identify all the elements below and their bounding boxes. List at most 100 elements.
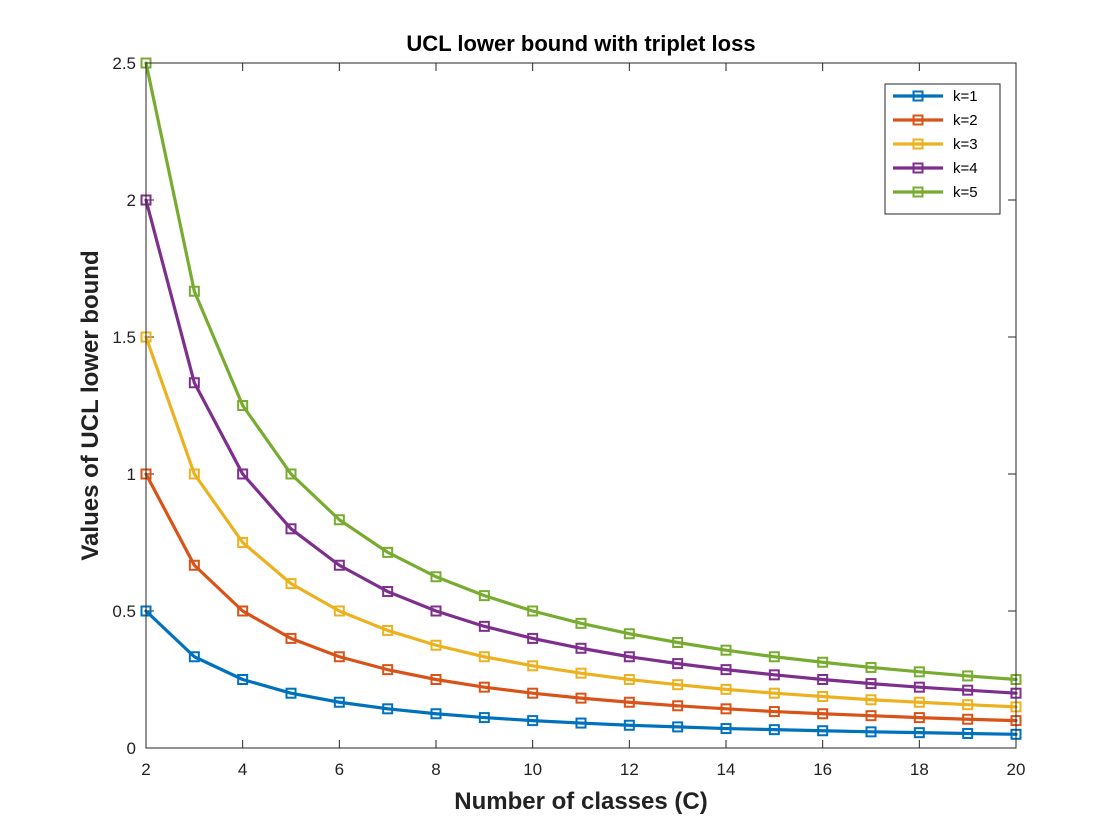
chart-title: UCL lower bound with triplet loss xyxy=(406,31,755,56)
data-point xyxy=(865,726,877,738)
y-tick-label: 2 xyxy=(127,191,136,210)
series-k=3 xyxy=(140,331,1022,713)
series-line xyxy=(144,198,1018,695)
legend-item: k=1 xyxy=(893,88,978,105)
data-point xyxy=(913,666,925,678)
data-point xyxy=(720,664,732,676)
data-point xyxy=(720,703,732,715)
data-point xyxy=(575,692,587,704)
x-tick-label: 2 xyxy=(141,760,150,779)
legend-item: k=5 xyxy=(893,184,978,201)
x-tick-label: 18 xyxy=(910,760,929,779)
data-point xyxy=(575,667,587,679)
data-point xyxy=(672,637,684,649)
data-point xyxy=(720,683,732,695)
data-point xyxy=(672,700,684,712)
data-point xyxy=(285,632,297,644)
plot-frame xyxy=(145,62,1017,749)
data-point xyxy=(188,559,200,571)
data-point xyxy=(333,514,345,526)
data-point xyxy=(527,605,539,617)
legend-marker xyxy=(912,186,924,198)
series-line xyxy=(144,61,1018,682)
series-line xyxy=(144,609,1018,736)
data-point xyxy=(817,725,829,737)
data-point xyxy=(962,684,974,696)
data-point xyxy=(527,715,539,727)
legend-label: k=2 xyxy=(953,112,978,129)
data-point xyxy=(478,681,490,693)
data-point xyxy=(237,674,249,685)
data-point xyxy=(768,669,780,681)
y-tick-label: 0 xyxy=(127,739,136,758)
data-point xyxy=(720,723,732,735)
data-point xyxy=(913,696,925,708)
y-tick-labels: 0 0.5 1 1.5 2 2.5 xyxy=(112,54,136,758)
legend-marker xyxy=(912,138,924,150)
data-point xyxy=(527,687,539,699)
data-point xyxy=(430,708,442,720)
data-point xyxy=(478,651,490,663)
data-point xyxy=(575,617,587,629)
legend-label: k=3 xyxy=(953,136,978,153)
x-tick-label: 4 xyxy=(238,760,247,779)
legend-marker xyxy=(912,114,924,126)
data-point xyxy=(672,658,684,670)
data-point xyxy=(913,681,925,693)
data-point xyxy=(962,699,974,711)
data-point xyxy=(478,712,490,724)
series-k=1 xyxy=(140,605,1022,740)
data-point xyxy=(623,719,635,731)
x-tick-label: 12 xyxy=(620,760,639,779)
data-point xyxy=(188,468,200,480)
y-tick-label: 2.5 xyxy=(112,54,136,73)
data-point xyxy=(478,590,490,602)
legend-item: k=3 xyxy=(893,136,978,153)
data-point xyxy=(672,721,684,733)
data-point xyxy=(430,605,442,617)
data-point xyxy=(188,285,200,297)
data-point xyxy=(382,624,394,636)
data-point xyxy=(865,694,877,706)
data-point xyxy=(865,710,877,722)
data-point xyxy=(768,651,780,663)
x-tick-label: 20 xyxy=(1007,760,1026,779)
x-tick-label: 8 xyxy=(431,760,440,779)
x-tick-label: 14 xyxy=(717,760,736,779)
data-point xyxy=(333,651,345,663)
data-point xyxy=(333,559,345,571)
data-point xyxy=(237,400,249,411)
data-point xyxy=(768,687,780,699)
data-point xyxy=(527,632,539,644)
data-point xyxy=(430,571,442,583)
data-point xyxy=(817,674,829,685)
legend-marker xyxy=(912,162,924,174)
data-point xyxy=(478,620,490,632)
data-point xyxy=(382,703,394,715)
x-tick-label: 6 xyxy=(335,760,344,779)
y-axis-label: Values of UCL lower bound xyxy=(77,250,104,560)
data-point xyxy=(285,523,297,535)
data-point xyxy=(575,717,587,729)
data-point xyxy=(188,651,200,663)
data-point xyxy=(382,664,394,676)
legend-label: k=4 xyxy=(953,160,978,177)
legend-item: k=4 xyxy=(893,160,978,177)
data-point xyxy=(623,696,635,708)
data-point xyxy=(913,712,925,724)
data-point xyxy=(575,642,587,654)
y-tick-label: 1.5 xyxy=(112,328,136,347)
x-tick-labels: 2 4 6 8 10 12 14 16 18 20 xyxy=(141,760,1025,779)
data-point xyxy=(430,639,442,651)
series-k=2 xyxy=(140,468,1022,727)
legend-label: k=5 xyxy=(953,184,978,201)
legend-label: k=1 xyxy=(953,88,978,105)
data-point xyxy=(962,713,974,725)
data-point xyxy=(285,687,297,699)
data-point xyxy=(285,578,297,590)
data-point xyxy=(382,586,394,598)
data-point xyxy=(672,679,684,691)
data-point xyxy=(865,661,877,673)
data-point xyxy=(962,670,974,682)
